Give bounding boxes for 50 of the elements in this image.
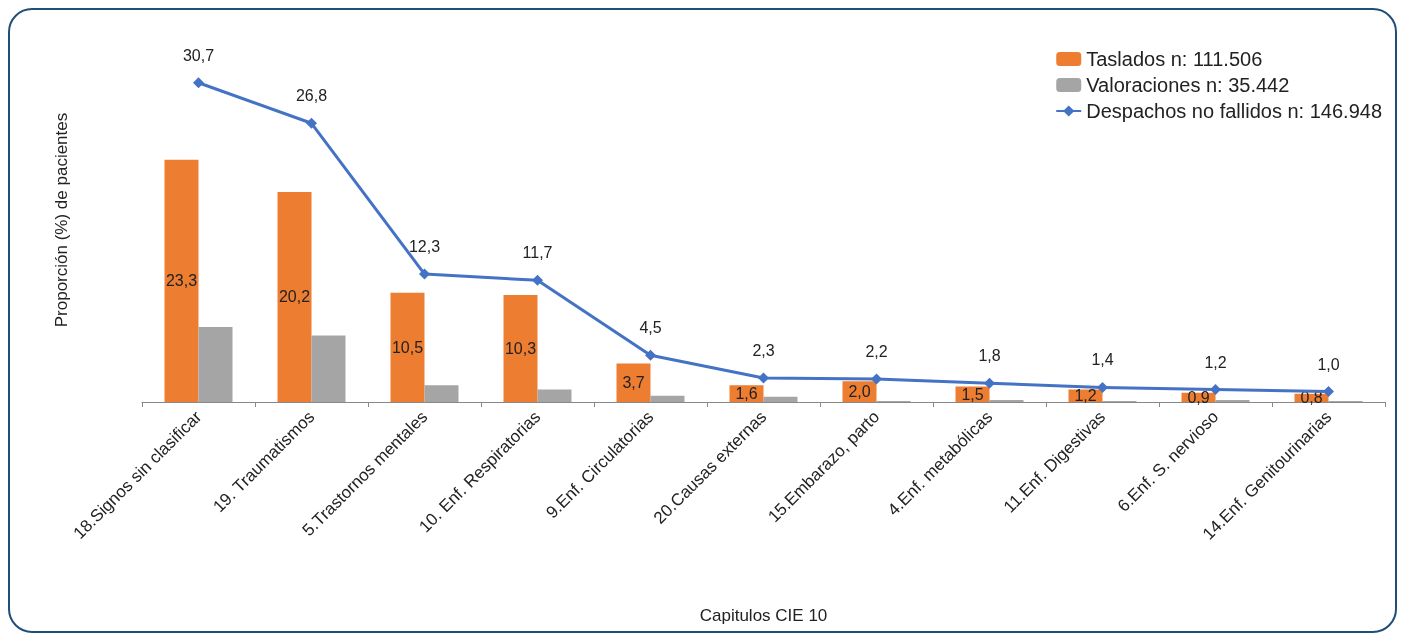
x-axis-title: Capitulos CIE 10: [699, 606, 828, 625]
point: [1323, 386, 1334, 398]
point: [645, 349, 656, 361]
data-label: 1,2: [1204, 353, 1227, 371]
data-label: 2,0: [848, 383, 871, 401]
y-axis-title: Proporción (%) de pacientes: [52, 112, 71, 328]
bar: [537, 389, 572, 402]
data-label: 3,7: [622, 374, 645, 392]
data-label: 20,2: [278, 288, 311, 306]
data-label: 1,2: [1074, 387, 1097, 405]
bar: [390, 292, 425, 402]
legend-label: Valoraciones n: 35.442: [1086, 74, 1290, 96]
data-label: 11,7: [522, 244, 553, 262]
data-label: 1,8: [978, 347, 1001, 365]
data-label: 10,3: [504, 339, 537, 357]
data-label: 1,4: [1091, 351, 1114, 369]
data-label: 2,2: [865, 343, 888, 361]
point: [984, 377, 995, 389]
data-label: 30,7: [182, 46, 215, 64]
bar: [503, 294, 538, 402]
data-label: 1,6: [735, 385, 758, 403]
point: [1097, 381, 1108, 393]
legend-label: Taslados n: 111.506: [1086, 48, 1263, 70]
point: [532, 274, 543, 286]
data-label: 0,9: [1187, 388, 1210, 406]
data-label: 12,3: [408, 238, 441, 256]
point: [419, 268, 430, 280]
bar: [198, 327, 233, 402]
point: [871, 373, 882, 385]
bar: [763, 396, 798, 402]
point: [306, 117, 317, 129]
point: [193, 77, 204, 89]
data-label: 10,5: [391, 338, 424, 356]
bar: [989, 399, 1024, 402]
bar: [277, 191, 312, 402]
data-label: 4,5: [639, 319, 662, 337]
bar: [650, 395, 685, 402]
legend-label: Despachos no fallidos n: 146.948: [1086, 100, 1382, 122]
data-label: 1,5: [961, 385, 984, 403]
bar: [616, 363, 651, 402]
bar: [424, 385, 459, 402]
point: [758, 372, 769, 384]
data-label: 26,8: [295, 87, 328, 105]
data-label: 1,0: [1317, 355, 1340, 373]
bar: [1215, 399, 1250, 402]
data-label: 23,3: [165, 272, 198, 290]
bar: [311, 335, 346, 402]
bar: [164, 159, 199, 402]
point: [1210, 384, 1221, 396]
data-label: 2,3: [752, 342, 775, 360]
